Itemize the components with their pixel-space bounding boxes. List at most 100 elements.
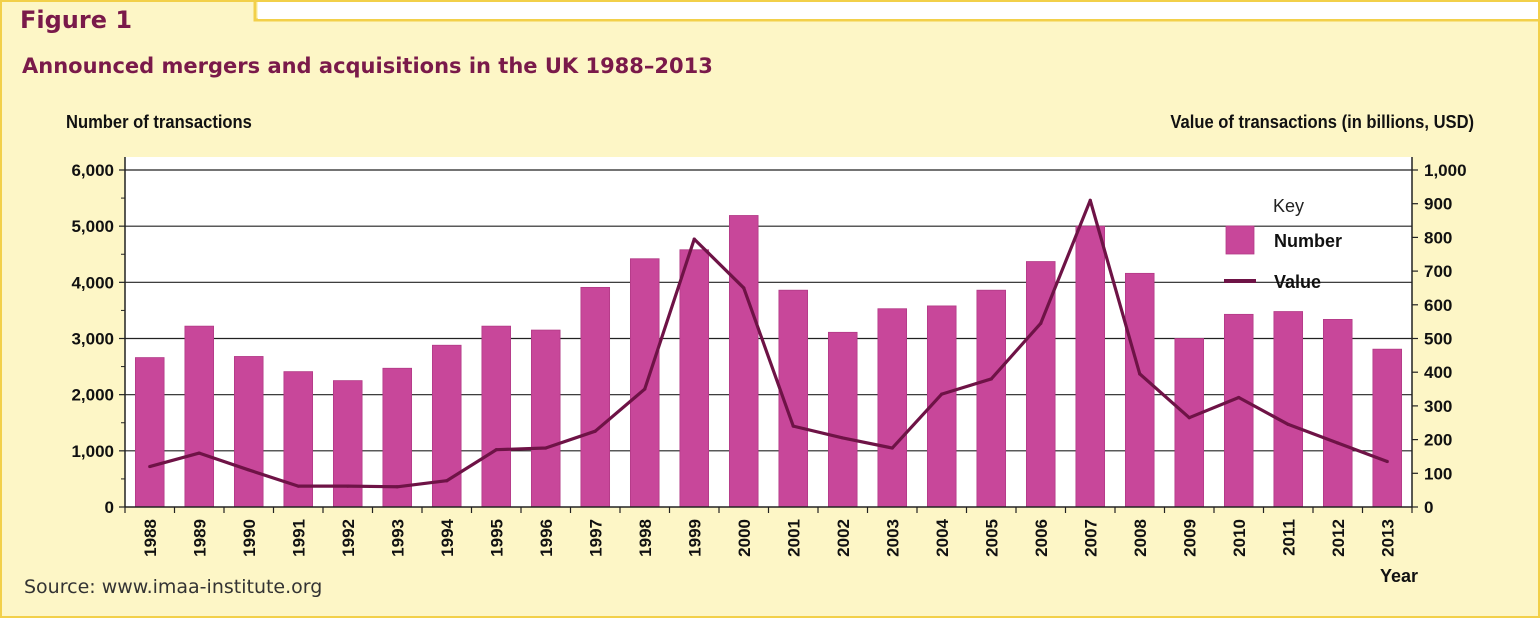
value-point-1993 — [395, 485, 399, 489]
x-axis-title: Year — [1380, 566, 1419, 586]
x-tick-label: 2013 — [1378, 519, 1397, 557]
x-tick-label: 2006 — [1032, 519, 1051, 557]
chart-title: Announced mergers and acquisitions in th… — [22, 54, 713, 78]
plot-area — [125, 157, 1412, 507]
value-point-1989 — [197, 451, 201, 455]
x-tick-label: 2009 — [1180, 519, 1199, 557]
bar-2008 — [1124, 272, 1155, 508]
value-point-2008 — [1138, 372, 1142, 376]
value-point-1991 — [296, 484, 300, 488]
x-tick-label: 1988 — [141, 519, 160, 557]
bar-1993 — [382, 367, 413, 508]
value-point-1990 — [247, 468, 251, 472]
left-tick-label: 1,000 — [71, 442, 114, 461]
right-tick-label: 200 — [1424, 431, 1452, 450]
value-point-1995 — [494, 448, 498, 452]
value-line — [149, 198, 1388, 489]
right-axis-title: Value of transactions (in billions, USD) — [1170, 112, 1474, 132]
value-point-1997 — [593, 429, 597, 433]
bar-2011 — [1273, 311, 1304, 508]
left-tick-label: 2,000 — [71, 386, 114, 405]
x-tick-label: 1995 — [487, 519, 506, 557]
right-tick-label: 700 — [1424, 262, 1452, 281]
x-tick-label: 2010 — [1230, 519, 1249, 557]
value-point-1988 — [148, 464, 152, 469]
right-tick-label: 800 — [1424, 228, 1452, 247]
right-tick-label: 0 — [1424, 498, 1433, 517]
bar-2005 — [976, 289, 1007, 508]
right-tick-label: 900 — [1424, 195, 1452, 214]
value-point-1996 — [544, 446, 548, 450]
bar-2010 — [1223, 313, 1254, 508]
x-tick-label: 1999 — [685, 519, 704, 557]
bar-2013 — [1372, 348, 1403, 508]
bar-1995 — [481, 325, 512, 508]
value-point-2002 — [841, 436, 845, 440]
bar-1998 — [629, 258, 660, 508]
source-note: Source: www.imaa-institute.org — [24, 576, 323, 598]
value-point-2001 — [791, 424, 795, 428]
right-tick-label: 600 — [1424, 296, 1452, 315]
right-tick-label: 500 — [1424, 330, 1452, 349]
x-tick-label: 1997 — [586, 519, 605, 557]
bar-2009 — [1174, 338, 1205, 508]
value-point-1994 — [445, 479, 449, 483]
legend-title: Key — [1273, 196, 1304, 216]
bar-2002 — [827, 331, 858, 508]
x-tick-label: 1989 — [190, 519, 209, 557]
bar-1992 — [332, 380, 363, 508]
x-tick-label: 2007 — [1081, 519, 1100, 557]
value-point-2009 — [1187, 416, 1191, 420]
right-tick-label: 300 — [1424, 397, 1452, 416]
bar-1999 — [679, 249, 710, 508]
right-tick-label: 100 — [1424, 464, 1452, 483]
value-point-1992 — [346, 484, 350, 488]
bar-2007 — [1075, 225, 1106, 508]
x-tick-label: 1993 — [388, 519, 407, 557]
bar-2000 — [728, 215, 759, 508]
value-point-2007 — [1088, 198, 1092, 202]
x-tick-label: 2005 — [982, 519, 1001, 557]
right-tick-label: 400 — [1424, 363, 1452, 382]
value-point-2012 — [1336, 441, 1340, 445]
bar-1989 — [184, 325, 215, 508]
bar-1996 — [530, 329, 561, 508]
bar-2003 — [877, 308, 908, 508]
value-point-2006 — [1039, 321, 1043, 325]
bar-2012 — [1322, 319, 1353, 508]
x-tick-label: 2000 — [735, 519, 754, 557]
bar-1990 — [233, 356, 264, 508]
value-point-2005 — [989, 377, 993, 381]
x-tick-label: 2001 — [784, 519, 803, 557]
value-point-2011 — [1286, 422, 1290, 427]
legend-number-swatch — [1225, 225, 1255, 255]
left-tick-label: 4,000 — [71, 273, 114, 292]
right-tick-label: 1,000 — [1424, 161, 1467, 180]
value-point-2000 — [742, 286, 746, 290]
value-point-1998 — [643, 387, 647, 391]
bar-1988 — [134, 357, 165, 508]
x-tick-label: 2011 — [1279, 519, 1298, 556]
x-tick-label: 1994 — [438, 518, 457, 556]
x-tick-label: 2003 — [883, 519, 902, 557]
x-tick-label: 2004 — [933, 518, 952, 556]
value-point-2013 — [1385, 459, 1389, 464]
x-tick-label: 1996 — [537, 519, 556, 557]
x-tick-label: 1990 — [240, 519, 259, 557]
value-point-2010 — [1237, 395, 1241, 400]
x-tick-label: 2002 — [834, 519, 853, 557]
bar-1997 — [580, 286, 611, 508]
x-tick-label: 1998 — [636, 519, 655, 557]
left-tick-label: 0 — [105, 498, 114, 517]
value-point-2004 — [940, 392, 944, 396]
x-tick-label: 1992 — [339, 519, 358, 557]
left-tick-label: 5,000 — [71, 217, 114, 236]
left-tick-label: 6,000 — [71, 161, 114, 180]
x-tick-label: 2012 — [1329, 519, 1348, 557]
figure-label: Figure 1 — [20, 6, 133, 34]
value-point-1999 — [692, 237, 696, 241]
x-tick-label: 2008 — [1131, 519, 1150, 557]
x-tick-label: 1991 — [289, 519, 308, 557]
